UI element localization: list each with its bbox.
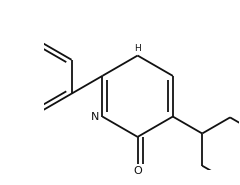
Text: N: N bbox=[90, 112, 99, 122]
Text: O: O bbox=[133, 166, 142, 176]
Text: H: H bbox=[134, 44, 141, 53]
